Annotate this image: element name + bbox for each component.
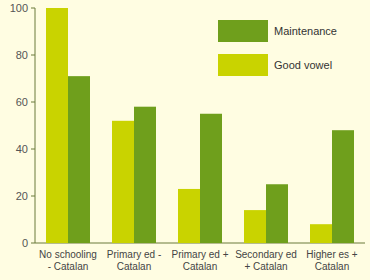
y-tick [31,55,35,56]
x-tick-label: Primary ed -Catalan [107,249,161,272]
x-tick-label-line: Primary ed - [107,249,161,260]
y-tick-label: 40 [16,143,28,155]
x-tick-label-line: - Catalan [48,261,89,272]
bar [68,76,90,243]
y-tick [31,8,35,9]
bar [244,210,266,243]
legend-swatch [218,20,268,42]
legend-label: Good vowel [274,59,332,71]
legend-swatch [218,54,268,76]
y-tick-label: 20 [16,190,28,202]
y-tick [31,102,35,103]
x-tick-label-line: Secondary ed [235,249,297,260]
x-tick-label-line: + Catalan [244,261,287,272]
bar [332,130,354,243]
bar [134,107,156,243]
legend-label: Maintenance [274,25,337,37]
chart: 0 20 40 60 80 100 No schooling- Catalan Primary… [0,0,370,280]
x-tick-label-line: Primary ed + [172,249,229,260]
x-tick-label-line: Catalan [117,261,151,272]
bar [200,114,222,243]
y-axis [35,8,36,243]
x-tick-label: Secondary ed+ Catalan [235,249,297,272]
background [0,0,370,280]
y-tick-label: 80 [16,49,28,61]
bar [310,224,332,243]
x-tick-label: No schooling- Catalan [39,249,97,272]
x-tick-label-line: No schooling [39,249,97,260]
bars [46,8,354,243]
y-tick [31,196,35,197]
bar [46,8,68,243]
x-tick-label-line: Catalan [183,261,217,272]
y-tick-label: 100 [10,2,28,14]
y-tick [31,243,35,244]
bar [112,121,134,243]
x-tick-label-line: Catalan [315,261,349,272]
y-tick-label: 0 [22,237,28,249]
y-tick-label: 60 [16,96,28,108]
bar [266,184,288,243]
x-tick-label: Primary ed +Catalan [172,249,229,272]
bar [178,189,200,243]
y-tick [31,149,35,150]
x-tick-label: Higher es +Catalan [306,249,358,272]
x-tick-label-line: Higher es + [306,249,358,260]
